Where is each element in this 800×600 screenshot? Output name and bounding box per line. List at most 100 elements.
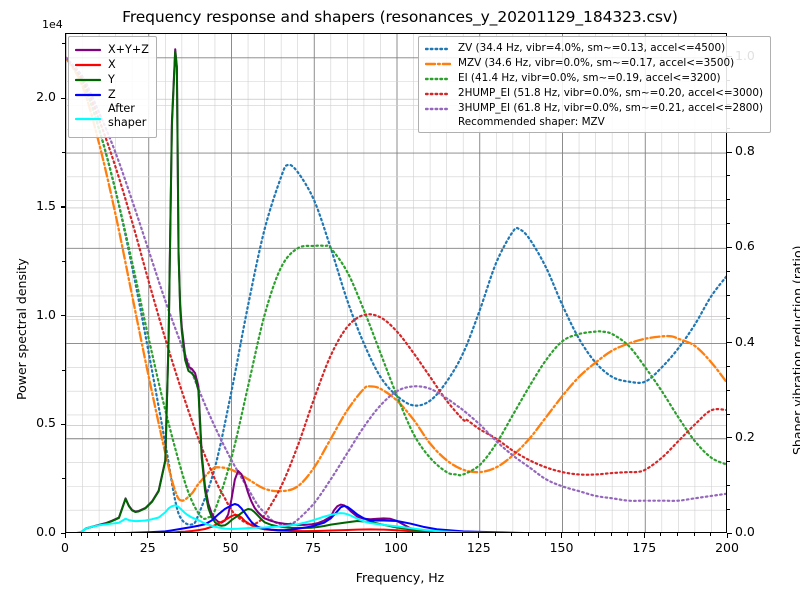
tick-mark	[64, 533, 66, 538]
tick-mark	[163, 533, 165, 536]
legend-label: EI (41.4 Hz, vibr=0.0%, sm~=0.19, accel<…	[458, 72, 721, 84]
tick-mark	[62, 260, 65, 262]
x-tick-150: 150	[549, 540, 574, 555]
legend-item-zv[interactable]: ZV (34.4 Hz, vibr=4.0%, sm~=0.13, accel<…	[425, 41, 763, 56]
x-tick-175: 175	[632, 540, 657, 555]
y-left-tick-0.5: 0.5	[36, 415, 56, 431]
tick-mark	[114, 533, 116, 536]
legend-item-x+y+z[interactable]: X+Y+Z	[75, 42, 149, 57]
legend-swatch-line-icon	[425, 58, 451, 70]
tick-mark	[279, 533, 281, 536]
tick-mark	[727, 532, 732, 534]
y-axis-label-left: Power spectral density	[14, 258, 29, 400]
tick-mark	[727, 437, 732, 439]
tick-mark	[60, 423, 65, 425]
psd-curve-after-shaper	[77, 504, 503, 532]
tick-mark	[660, 533, 662, 536]
tick-mark	[710, 533, 711, 536]
y-right-tick-0.8: 0.8	[735, 143, 755, 159]
tick-mark	[60, 315, 65, 317]
legend-psd: X+Y+Z X Y Z After shaper	[68, 36, 157, 138]
tick-mark	[379, 533, 380, 536]
tick-mark	[296, 533, 298, 536]
tick-mark	[727, 223, 730, 224]
x-tick-0: 0	[61, 540, 69, 555]
tick-mark	[577, 533, 579, 536]
legend-item-mzv[interactable]: MZV (34.6 Hz, vibr=0.0%, sm~=0.17, accel…	[425, 56, 763, 71]
legend-label: After shaper	[108, 102, 147, 129]
tick-mark	[727, 484, 730, 486]
x-tick-50: 50	[222, 540, 239, 555]
tick-mark	[693, 533, 695, 536]
legend-item-ei[interactable]: EI (41.4 Hz, vibr=0.0%, sm~=0.19, accel<…	[425, 71, 763, 86]
x-tick-125: 125	[466, 540, 491, 555]
tick-mark	[213, 533, 215, 536]
tick-mark	[727, 199, 730, 201]
y-axis-offset-label: 1e4	[42, 18, 63, 31]
legend-item-x[interactable]: X	[75, 57, 149, 72]
recommended-shaper-note: Recommended shaper: MZV	[458, 116, 605, 128]
psd-curve-z	[124, 503, 525, 532]
legend-label: Y	[108, 73, 115, 86]
x-tick-75: 75	[305, 540, 322, 555]
y-left-tick-1.0: 1.0	[36, 306, 56, 322]
shaper-curve-mzv	[66, 56, 726, 502]
psd-curve-x	[160, 513, 452, 532]
tick-mark	[676, 533, 678, 536]
tick-mark	[610, 533, 612, 536]
x-tick-100: 100	[384, 540, 408, 555]
legend-label: MZV (34.6 Hz, vibr=0.0%, sm~=0.17, accel…	[458, 57, 735, 69]
tick-mark	[478, 533, 480, 538]
legend-item-2hump_ei[interactable]: 2HUMP_EI (51.8 Hz, vibr=0.0%, sm~=0.20, …	[425, 86, 763, 101]
legend-item-3hump_ei[interactable]: 3HUMP_EI (61.8 Hz, vibr=0.0%, sm~=0.21, …	[425, 101, 763, 116]
tick-mark	[362, 533, 364, 536]
tick-mark	[97, 533, 99, 536]
tick-mark	[62, 478, 65, 480]
y-right-tick-0.0: 0.0	[735, 524, 755, 539]
tick-mark	[246, 533, 248, 536]
y-right-tick-0.6: 0.6	[735, 238, 755, 254]
tick-mark	[727, 294, 730, 296]
legend-item-after-shaper[interactable]: After shaper	[75, 102, 149, 132]
tick-mark	[727, 151, 732, 153]
tick-mark	[511, 533, 513, 536]
tick-mark	[727, 342, 732, 344]
tick-mark	[62, 152, 65, 154]
y-left-tick-2.0: 2.0	[36, 89, 56, 105]
legend-item-y[interactable]: Y	[75, 72, 149, 87]
shaper-curve-ei	[66, 56, 726, 520]
tick-mark	[727, 175, 730, 177]
tick-mark	[130, 533, 132, 536]
tick-mark	[643, 533, 645, 538]
psd-curves	[76, 48, 525, 532]
tick-mark	[312, 533, 314, 538]
legend-label: Z	[108, 88, 116, 101]
tick-mark	[147, 533, 149, 538]
tick-mark	[60, 532, 65, 534]
legend-swatch-line-icon	[425, 88, 451, 100]
chart-title: Frequency response and shapers (resonanc…	[122, 8, 678, 26]
shaper-curve-2hump_ei	[66, 56, 726, 526]
x-tick-200: 200	[715, 540, 739, 555]
legend-item-z[interactable]: Z	[75, 87, 149, 102]
legend-swatch-line-icon	[75, 44, 101, 56]
psd-curve-y	[77, 50, 490, 532]
tick-mark	[627, 533, 629, 536]
tick-mark	[544, 533, 546, 536]
tick-mark	[60, 97, 65, 99]
y-left-tick-0.0: 0.0	[36, 524, 56, 539]
tick-mark	[62, 43, 65, 45]
tick-mark	[727, 389, 730, 391]
tick-mark	[60, 206, 65, 208]
legend-label: X	[108, 58, 116, 71]
tick-mark	[727, 270, 730, 272]
tick-mark	[345, 533, 347, 536]
tick-mark	[727, 365, 730, 367]
tick-mark	[412, 533, 414, 536]
legend-swatch-line-icon	[75, 113, 101, 125]
tick-mark	[329, 533, 331, 536]
legend-label: 3HUMP_EI (61.8 Hz, vibr=0.0%, sm~=0.21, …	[458, 102, 764, 114]
tick-mark	[62, 369, 65, 371]
tick-mark	[180, 533, 182, 536]
